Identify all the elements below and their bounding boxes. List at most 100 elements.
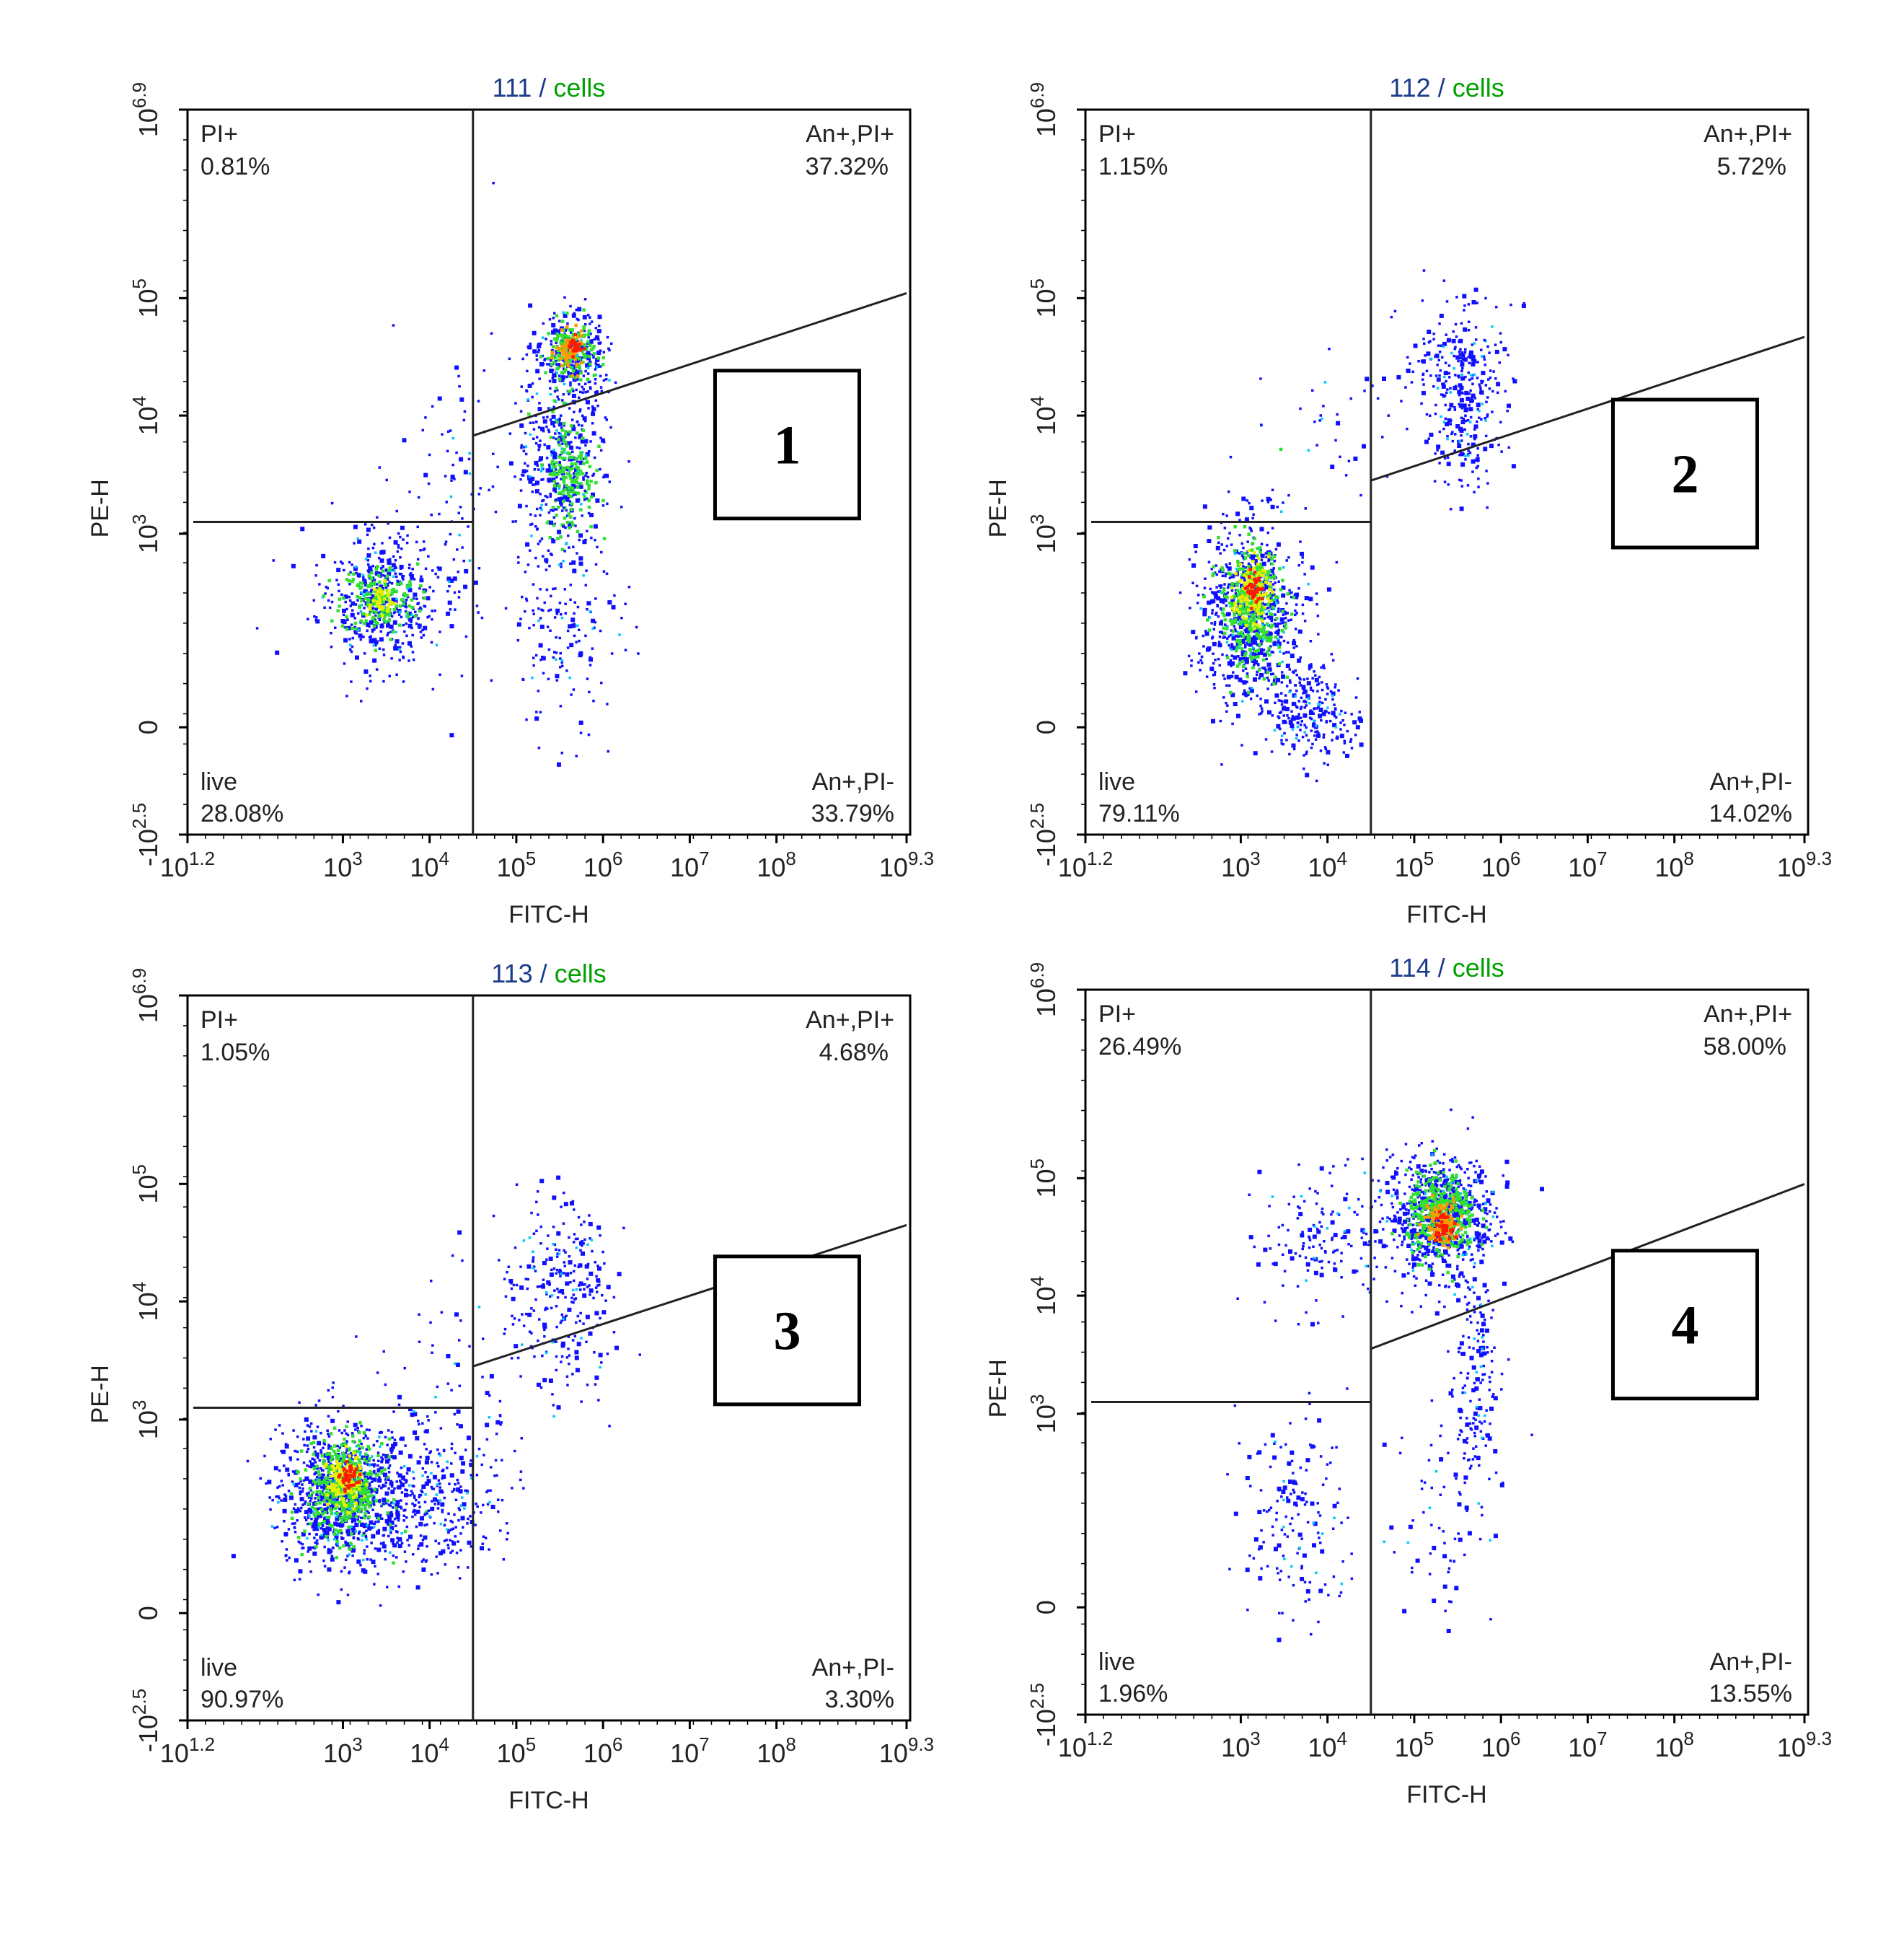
event-dot	[567, 335, 570, 339]
event-dot	[1231, 602, 1235, 606]
gate-diagonal-line[interactable]	[1370, 335, 1805, 482]
event-dot	[299, 1492, 302, 1495]
event-dot	[437, 566, 442, 571]
event-dot	[1259, 596, 1262, 599]
event-dot	[413, 1477, 415, 1480]
event-dot	[1228, 644, 1230, 647]
event-dot	[1223, 636, 1227, 639]
event-dot	[570, 617, 576, 623]
event-dot	[373, 1522, 376, 1526]
event-dot	[1274, 701, 1277, 705]
event-dot	[1260, 617, 1264, 621]
event-dot	[1335, 737, 1339, 739]
event-dot	[384, 1485, 387, 1487]
event-dot	[1288, 668, 1291, 671]
event-dot	[1259, 562, 1262, 566]
event-dot	[1242, 680, 1247, 685]
quadrant-value-top-left: 1.15%	[1098, 153, 1168, 180]
event-dot	[343, 638, 348, 643]
event-dot	[1308, 597, 1313, 602]
event-dot	[566, 364, 570, 368]
event-dot	[363, 1552, 366, 1555]
event-dot	[1279, 711, 1283, 714]
event-dot	[1210, 568, 1213, 571]
event-dot	[1273, 678, 1276, 681]
event-dot	[547, 468, 551, 471]
event-dot	[382, 597, 387, 601]
event-dot	[1273, 588, 1276, 592]
event-dot	[1331, 691, 1336, 696]
event-dot	[382, 1534, 385, 1537]
event-dot	[1224, 597, 1227, 600]
event-dot	[1261, 585, 1265, 589]
event-dot	[1277, 662, 1282, 666]
event-dot	[593, 524, 598, 529]
event-dot	[552, 454, 555, 458]
event-dot	[1256, 607, 1260, 611]
event-dot	[464, 635, 468, 638]
event-dot	[547, 463, 551, 467]
event-dot	[1326, 692, 1329, 695]
event-dot	[559, 651, 562, 655]
event-dot	[1212, 674, 1215, 677]
event-dot	[317, 1467, 319, 1470]
event-dot	[555, 461, 558, 465]
event-dot	[1281, 700, 1284, 703]
y-tick-label: 104	[1026, 396, 1061, 436]
event-dot	[1303, 724, 1306, 726]
event-dot	[581, 385, 583, 389]
event-dot	[294, 1482, 299, 1487]
event-dot	[1211, 609, 1214, 612]
event-dot	[1251, 618, 1255, 622]
event-dot	[392, 1542, 395, 1545]
event-dot	[563, 424, 565, 427]
event-dot	[372, 1477, 377, 1482]
event-dot	[285, 1467, 290, 1472]
event-dot	[275, 1495, 278, 1498]
y-tick-label: 105	[1026, 278, 1061, 318]
event-dot	[1437, 359, 1440, 361]
event-dot	[1211, 599, 1216, 604]
event-dot	[371, 564, 374, 568]
event-dot	[1449, 403, 1454, 408]
event-dot	[349, 571, 352, 574]
event-dot	[1323, 746, 1327, 749]
event-dot	[329, 1496, 332, 1499]
event-dot	[1279, 636, 1282, 638]
event-dot	[1261, 667, 1264, 669]
event-dot	[1261, 674, 1264, 677]
event-dot	[1393, 309, 1397, 313]
event-dot	[568, 473, 572, 478]
event-dot	[563, 367, 565, 371]
event-dot	[1215, 613, 1217, 616]
event-dot	[1222, 548, 1226, 552]
event-dot	[575, 480, 579, 484]
event-dot	[1323, 762, 1326, 765]
event-dot	[312, 1551, 317, 1556]
event-dot	[1356, 677, 1359, 680]
event-dot	[1247, 690, 1251, 695]
event-dot	[400, 1491, 404, 1494]
event-dot	[336, 1542, 340, 1545]
event-dot	[1281, 660, 1284, 664]
event-dot	[369, 680, 372, 683]
event-dot	[367, 571, 371, 573]
event-dot	[357, 539, 362, 544]
event-dot	[1256, 554, 1259, 558]
event-dot	[1257, 576, 1261, 580]
event-dot	[1288, 720, 1293, 725]
event-dot	[1263, 608, 1266, 611]
gate-diagonal-line[interactable]	[472, 291, 907, 437]
event-dot	[1319, 414, 1322, 417]
event-dot	[594, 391, 599, 395]
event-dot	[1240, 573, 1244, 577]
event-dot	[1275, 601, 1278, 604]
event-dot	[1305, 726, 1308, 729]
event-dot	[565, 325, 569, 329]
event-dot	[605, 418, 608, 421]
event-dot	[525, 542, 530, 547]
event-dot	[1466, 419, 1470, 422]
event-dot	[581, 346, 583, 348]
event-dot	[1258, 624, 1261, 628]
event-dot	[539, 658, 542, 661]
